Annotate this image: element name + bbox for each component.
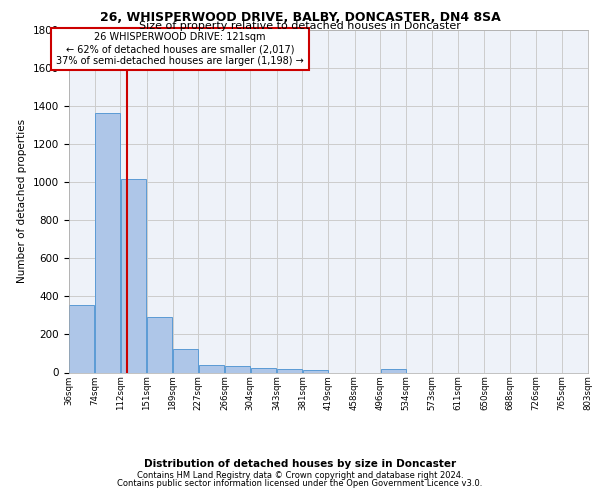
Bar [251, 368, 276, 372]
Bar [380, 368, 406, 372]
Bar [147, 318, 172, 372]
Bar [121, 180, 146, 372]
Bar [70, 305, 94, 372]
Bar [303, 370, 328, 372]
Bar [199, 364, 224, 372]
Bar [225, 366, 250, 372]
Bar [277, 368, 302, 372]
Text: Contains HM Land Registry data © Crown copyright and database right 2024.: Contains HM Land Registry data © Crown c… [137, 471, 463, 480]
Bar [173, 348, 198, 372]
Text: Distribution of detached houses by size in Doncaster: Distribution of detached houses by size … [144, 459, 456, 469]
Text: Contains public sector information licensed under the Open Government Licence v3: Contains public sector information licen… [118, 479, 482, 488]
Bar [95, 113, 120, 372]
Text: Size of property relative to detached houses in Doncaster: Size of property relative to detached ho… [139, 21, 461, 31]
Text: 26 WHISPERWOOD DRIVE: 121sqm
← 62% of detached houses are smaller (2,017)
37% of: 26 WHISPERWOOD DRIVE: 121sqm ← 62% of de… [56, 32, 304, 66]
Text: 26, WHISPERWOOD DRIVE, BALBY, DONCASTER, DN4 8SA: 26, WHISPERWOOD DRIVE, BALBY, DONCASTER,… [100, 11, 500, 24]
Y-axis label: Number of detached properties: Number of detached properties [17, 119, 28, 284]
